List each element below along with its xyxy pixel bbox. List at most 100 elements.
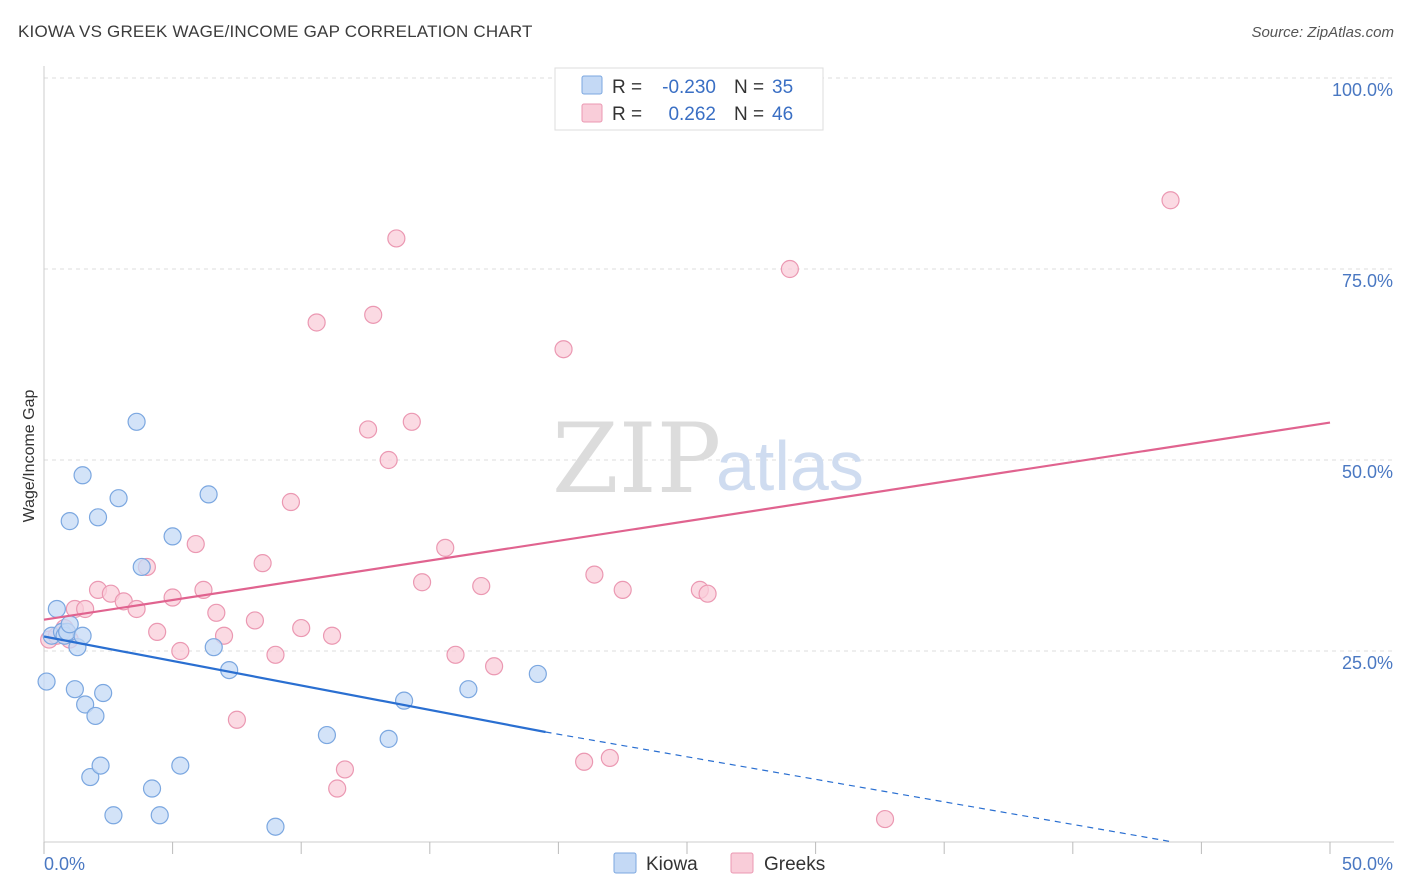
kiowa-point-34 — [528, 664, 547, 684]
legend-r-value-greeks: 0.262 — [668, 104, 716, 125]
kiowa-point-33 — [459, 680, 478, 699]
legend-n-value-kiowa: 35 — [772, 77, 793, 98]
y-tick-label-0: 25.0% — [1342, 653, 1393, 673]
greeks-point-22 — [281, 492, 301, 512]
chart-title: KIOWA VS GREEK WAGE/INCOME GAP CORRELATI… — [18, 22, 533, 41]
kiowa-point-17 — [94, 683, 113, 703]
kiowa-trend-extension — [545, 731, 1174, 843]
greeks-point-41 — [600, 748, 619, 768]
legend-swatch-kiowa — [581, 75, 603, 95]
greeks-point-42 — [613, 580, 632, 599]
greeks-point-28 — [358, 420, 378, 439]
greeks-point-18 — [227, 710, 246, 729]
greeks-point-36 — [472, 576, 491, 596]
greeks-point-9 — [127, 599, 146, 619]
gridlines — [44, 77, 1394, 652]
series-legend-swatch-greeks — [730, 852, 754, 874]
greeks-point-26 — [335, 760, 355, 779]
y-tick-label-1: 50.0% — [1342, 462, 1393, 482]
kiowa-point-30 — [317, 725, 337, 745]
series-legend-label-greeks: Greeks — [764, 854, 825, 875]
kiowa-point-22 — [142, 779, 162, 798]
legend-r-value-kiowa: -0.230 — [662, 77, 716, 98]
series-legend-label-kiowa: Kiowa — [646, 854, 698, 875]
greeks-point-32 — [402, 412, 421, 431]
watermark-atlas: atlas — [716, 427, 864, 505]
greeks-trend-line — [43, 421, 1331, 621]
greeks-point-20 — [253, 554, 272, 573]
watermark-zip: ZIP — [552, 403, 721, 515]
greeks-point-33 — [412, 573, 432, 592]
kiowa-point-8 — [65, 680, 84, 699]
legend-swatch-greeks — [581, 103, 603, 123]
kiowa-point-7 — [60, 512, 79, 531]
kiowa-point-24 — [163, 527, 182, 546]
kiowa-point-31 — [379, 729, 398, 748]
greeks-point-46 — [875, 809, 895, 829]
legend-n-value-greeks: 46 — [772, 104, 793, 125]
greeks-point-27 — [328, 779, 347, 798]
kiowa-point-13 — [81, 767, 100, 787]
greeks-point-39 — [575, 752, 594, 771]
greeks-point-25 — [322, 626, 342, 645]
legend-r-label-kiowa: R = — [612, 77, 642, 98]
greeks-point-45 — [780, 259, 799, 279]
greeks-point-30 — [379, 450, 398, 470]
greeks-point-16 — [207, 603, 226, 622]
kiowa-point-0 — [37, 672, 56, 691]
series-legend-swatch-kiowa — [613, 852, 637, 874]
axes — [43, 66, 1394, 854]
greeks-point-44 — [698, 584, 717, 603]
greeks-point-31 — [387, 229, 406, 248]
kiowa-point-26 — [199, 485, 218, 504]
trend-lines — [43, 421, 1331, 843]
watermark: ZIP atlas — [552, 403, 864, 515]
greeks-point-47 — [1161, 191, 1180, 210]
greeks-point-13 — [171, 641, 190, 661]
y-tick-labels: 25.0% 50.0% 75.0% 100.0% — [1332, 80, 1393, 673]
kiowa-point-25 — [171, 756, 190, 775]
y-tick-label-2: 75.0% — [1342, 271, 1393, 291]
kiowa-point-12 — [76, 695, 95, 714]
legend-n-label-kiowa: N = — [734, 77, 764, 98]
greeks-point-24 — [307, 313, 326, 332]
x-tick-label-1: 50.0% — [1342, 854, 1393, 874]
greeks-point-11 — [148, 622, 167, 642]
x-tick-labels: 0.0% 50.0% — [44, 854, 1393, 874]
kiowa-point-20 — [127, 412, 146, 431]
greeks-point-38 — [554, 340, 573, 359]
kiowa-point-21 — [132, 557, 151, 577]
greeks-point-23 — [292, 618, 311, 638]
y-tick-label-3: 100.0% — [1332, 80, 1393, 100]
kiowa-point-18 — [104, 806, 123, 825]
kiowa-point-14 — [86, 706, 105, 726]
kiowa-point-29 — [266, 817, 285, 836]
kiowa-point-2 — [47, 599, 66, 619]
greeks-point-29 — [364, 305, 383, 324]
correlation-legend: R = -0.230 N = 35 R = 0.262 N = 46 — [554, 67, 824, 131]
greeks-point-40 — [585, 565, 604, 584]
greeks-point-12 — [163, 588, 182, 607]
kiowa-point-19 — [109, 489, 128, 508]
kiowa-point-27 — [204, 638, 223, 657]
legend-n-label-greeks: N = — [734, 104, 764, 125]
greeks-point-17 — [214, 626, 234, 645]
greeks-point-37 — [485, 657, 504, 676]
greeks-point-14 — [186, 534, 205, 554]
kiowa-point-16 — [91, 756, 110, 775]
kiowa-point-23 — [150, 806, 169, 825]
greeks-point-19 — [245, 611, 265, 630]
series-legend: Kiowa Greeks — [613, 852, 825, 875]
legend-r-label-greeks: R = — [612, 104, 642, 125]
kiowa-trend-line — [43, 635, 546, 734]
greeks-point-34 — [436, 538, 455, 557]
kiowa-point-11 — [73, 466, 92, 485]
x-tick-label-0: 0.0% — [44, 854, 85, 874]
kiowa-points — [37, 412, 547, 836]
greeks-point-21 — [266, 645, 285, 664]
greeks-point-35 — [446, 645, 465, 664]
y-axis-label: Wage/Income Gap — [21, 390, 38, 523]
kiowa-point-15 — [88, 508, 108, 527]
source-label: Source: ZipAtlas.com — [1251, 24, 1394, 41]
